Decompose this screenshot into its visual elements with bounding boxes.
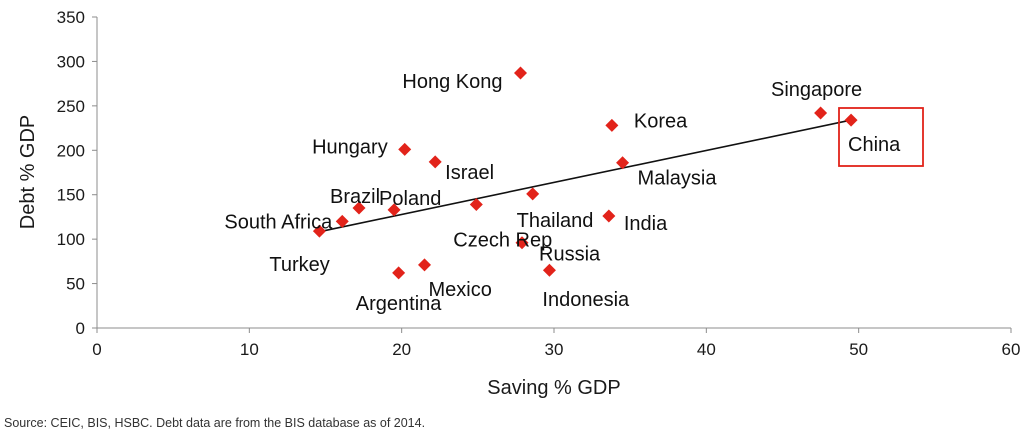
label-hong-kong: Hong Kong: [402, 71, 502, 93]
point-south-africa: [335, 214, 349, 228]
label-south-africa: South Africa: [224, 211, 333, 233]
y-tick-label: 200: [57, 141, 85, 160]
point-labels: Hong Kong Singapore China Korea Hungary Israe…: [224, 71, 901, 315]
point-russia: [515, 236, 529, 250]
x-tick-label: 20: [392, 340, 411, 359]
y-tick-label: 350: [57, 8, 85, 27]
point-singapore: [814, 106, 828, 120]
label-mexico: Mexico: [429, 279, 492, 301]
label-indonesia: Indonesia: [542, 289, 630, 311]
y-tick-label: 250: [57, 97, 85, 116]
point-czech-rep: [469, 197, 483, 211]
label-korea: Korea: [634, 110, 688, 132]
point-thailand: [526, 187, 540, 201]
x-tick-label: 40: [697, 340, 716, 359]
point-turkey: [312, 224, 326, 238]
source-note: Source: CEIC, BIS, HSBC. Debt data are f…: [4, 416, 426, 430]
y-axis-title: Debt % GDP: [17, 115, 39, 229]
point-hungary: [398, 142, 412, 156]
y-axis-ticks: 0 50 100 150 200 250 300 350: [57, 8, 97, 338]
point-malaysia: [616, 156, 630, 170]
y-tick-label: 50: [66, 275, 85, 294]
point-mexico: [418, 258, 432, 272]
x-tick-label: 0: [92, 340, 101, 359]
label-thailand: Thailand: [517, 210, 594, 232]
axes: [96, 17, 1011, 329]
label-russia: Russia: [539, 244, 601, 266]
point-india: [602, 209, 616, 223]
point-indonesia: [542, 263, 556, 277]
label-argentina: Argentina: [356, 293, 442, 315]
point-israel: [428, 155, 442, 169]
x-tick-label: 50: [849, 340, 868, 359]
trendline-segment: [317, 119, 852, 233]
highlight-box: [838, 107, 924, 167]
y-tick-label: 100: [57, 230, 85, 249]
label-malaysia: Malaysia: [638, 168, 718, 190]
china-highlight-box: [838, 107, 924, 167]
point-argentina: [392, 266, 406, 280]
label-poland: Poland: [379, 188, 441, 210]
y-tick-label: 300: [57, 52, 85, 71]
label-czech-rep: Czech Rep: [453, 229, 552, 251]
label-china: China: [848, 134, 901, 156]
point-china: [844, 113, 858, 127]
y-tick-label: 150: [57, 186, 85, 205]
point-poland: [387, 203, 401, 217]
x-axis-title: Saving % GDP: [487, 377, 620, 399]
label-hungary: Hungary: [312, 136, 388, 158]
label-israel: Israel: [445, 162, 494, 184]
x-tick-label: 30: [545, 340, 564, 359]
data-points: [312, 66, 858, 280]
label-singapore: Singapore: [771, 79, 862, 101]
label-india: India: [624, 213, 668, 235]
x-tick-label: 10: [240, 340, 259, 359]
y-tick-label: 0: [76, 319, 85, 338]
point-brazil: [352, 201, 366, 215]
trendline: [317, 119, 852, 233]
point-korea: [605, 118, 619, 132]
label-brazil: Brazil: [330, 186, 380, 208]
point-hong-kong: [513, 66, 527, 80]
label-turkey: Turkey: [269, 254, 329, 276]
x-axis-ticks: 0 10 20 30 40 50 60: [92, 328, 1020, 359]
x-tick-label: 60: [1002, 340, 1021, 359]
